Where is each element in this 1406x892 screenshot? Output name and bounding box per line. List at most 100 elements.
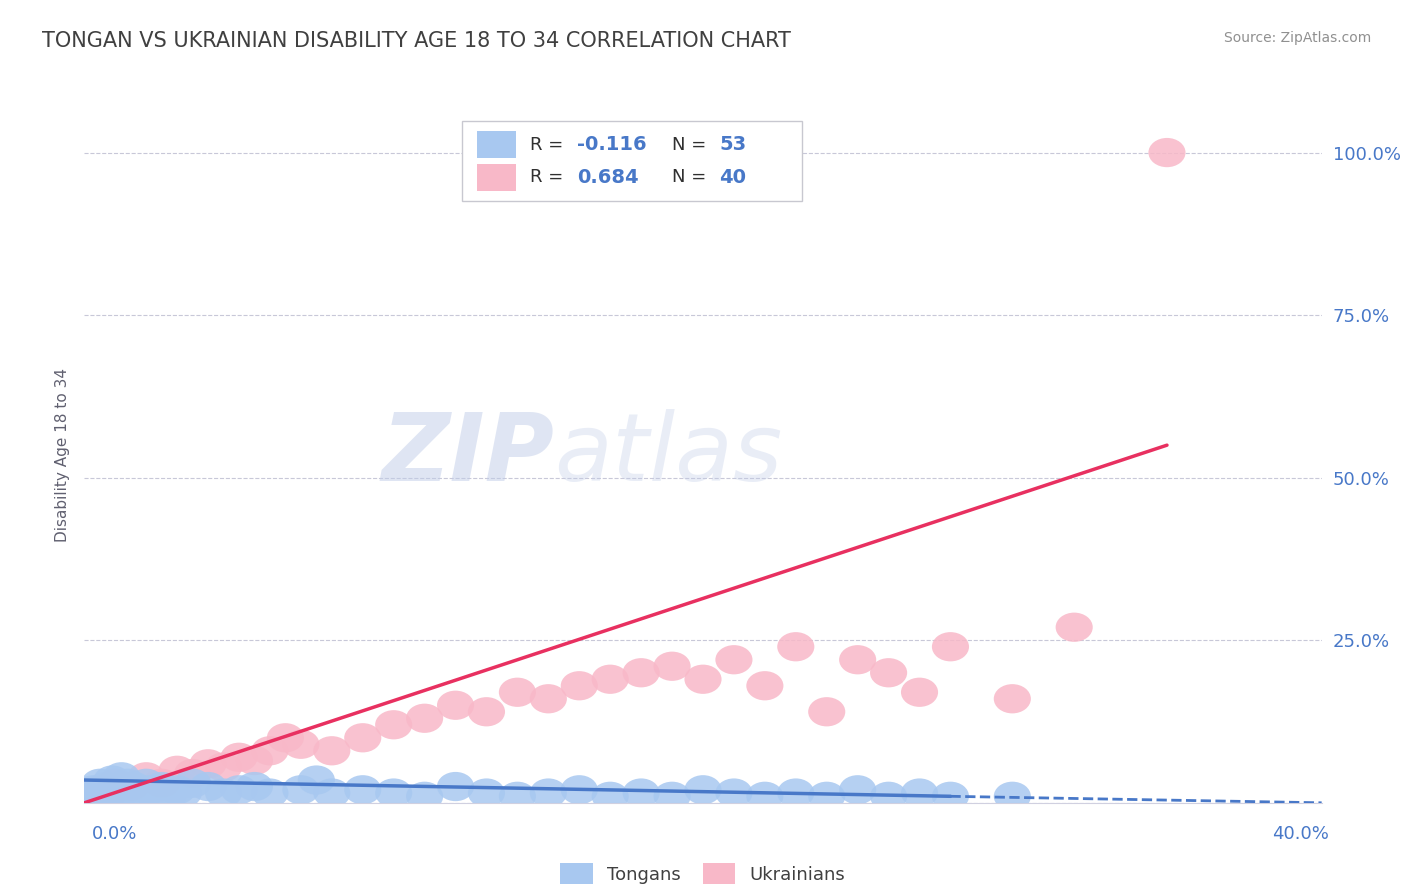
Ellipse shape: [592, 781, 628, 811]
Ellipse shape: [221, 775, 257, 805]
Ellipse shape: [75, 779, 112, 807]
Ellipse shape: [159, 775, 195, 805]
Ellipse shape: [747, 781, 783, 811]
FancyBboxPatch shape: [461, 121, 801, 201]
Ellipse shape: [82, 775, 118, 805]
Text: N =: N =: [672, 136, 711, 153]
Text: 40.0%: 40.0%: [1272, 825, 1329, 843]
Ellipse shape: [174, 769, 211, 798]
Y-axis label: Disability Age 18 to 34: Disability Age 18 to 34: [55, 368, 70, 542]
Ellipse shape: [499, 678, 536, 706]
Ellipse shape: [314, 779, 350, 807]
Ellipse shape: [716, 645, 752, 674]
Ellipse shape: [236, 772, 273, 801]
Text: TONGAN VS UKRAINIAN DISABILITY AGE 18 TO 34 CORRELATION CHART: TONGAN VS UKRAINIAN DISABILITY AGE 18 TO…: [42, 31, 792, 51]
Ellipse shape: [90, 779, 128, 807]
Ellipse shape: [131, 775, 167, 805]
Text: R =: R =: [530, 136, 569, 153]
Ellipse shape: [314, 736, 350, 765]
Ellipse shape: [252, 736, 288, 765]
Text: Source: ZipAtlas.com: Source: ZipAtlas.com: [1223, 31, 1371, 45]
Ellipse shape: [84, 779, 121, 807]
Ellipse shape: [932, 632, 969, 661]
Ellipse shape: [808, 698, 845, 726]
Ellipse shape: [100, 779, 136, 807]
FancyBboxPatch shape: [477, 164, 516, 191]
Ellipse shape: [468, 698, 505, 726]
Ellipse shape: [839, 645, 876, 674]
Ellipse shape: [437, 772, 474, 801]
Text: ZIP: ZIP: [381, 409, 554, 501]
Ellipse shape: [437, 690, 474, 720]
Ellipse shape: [561, 671, 598, 700]
Ellipse shape: [283, 730, 319, 759]
Legend: Tongans, Ukrainians: Tongans, Ukrainians: [553, 856, 853, 891]
FancyBboxPatch shape: [477, 131, 516, 158]
Ellipse shape: [205, 753, 242, 781]
Ellipse shape: [159, 756, 195, 785]
Ellipse shape: [90, 781, 128, 811]
Ellipse shape: [901, 678, 938, 706]
Ellipse shape: [298, 765, 335, 795]
Ellipse shape: [112, 779, 149, 807]
Ellipse shape: [623, 779, 659, 807]
Ellipse shape: [870, 658, 907, 688]
Ellipse shape: [112, 772, 149, 801]
Ellipse shape: [716, 779, 752, 807]
Ellipse shape: [143, 769, 180, 798]
Text: 40: 40: [718, 168, 747, 186]
Ellipse shape: [499, 781, 536, 811]
Ellipse shape: [75, 775, 112, 805]
Ellipse shape: [128, 769, 165, 798]
Ellipse shape: [190, 749, 226, 779]
Ellipse shape: [143, 772, 180, 801]
Ellipse shape: [97, 769, 134, 798]
Ellipse shape: [165, 779, 202, 807]
Ellipse shape: [654, 652, 690, 681]
Ellipse shape: [994, 684, 1031, 714]
Ellipse shape: [654, 781, 690, 811]
Ellipse shape: [221, 743, 257, 772]
Ellipse shape: [283, 775, 319, 805]
Ellipse shape: [121, 781, 159, 811]
Text: N =: N =: [672, 169, 711, 186]
Ellipse shape: [530, 684, 567, 714]
Ellipse shape: [623, 658, 659, 688]
Ellipse shape: [267, 723, 304, 753]
Ellipse shape: [344, 723, 381, 753]
Ellipse shape: [190, 772, 226, 801]
Ellipse shape: [205, 779, 242, 807]
Ellipse shape: [808, 781, 845, 811]
Ellipse shape: [1056, 613, 1092, 642]
Ellipse shape: [110, 769, 146, 798]
Ellipse shape: [468, 779, 505, 807]
Text: 53: 53: [718, 135, 747, 154]
Ellipse shape: [128, 762, 165, 791]
Ellipse shape: [94, 765, 131, 795]
Ellipse shape: [1149, 138, 1185, 167]
Ellipse shape: [375, 710, 412, 739]
Ellipse shape: [87, 772, 125, 801]
Ellipse shape: [406, 704, 443, 733]
Ellipse shape: [778, 632, 814, 661]
Ellipse shape: [901, 779, 938, 807]
Ellipse shape: [344, 775, 381, 805]
Ellipse shape: [406, 781, 443, 811]
Ellipse shape: [685, 775, 721, 805]
Ellipse shape: [79, 781, 115, 811]
Ellipse shape: [103, 762, 141, 791]
Ellipse shape: [72, 779, 110, 807]
Ellipse shape: [136, 779, 174, 807]
Ellipse shape: [592, 665, 628, 694]
Ellipse shape: [375, 779, 412, 807]
Ellipse shape: [994, 781, 1031, 811]
Ellipse shape: [870, 781, 907, 811]
Ellipse shape: [685, 665, 721, 694]
Text: atlas: atlas: [554, 409, 783, 500]
Text: -0.116: -0.116: [576, 135, 647, 154]
Ellipse shape: [236, 746, 273, 775]
Ellipse shape: [932, 781, 969, 811]
Ellipse shape: [530, 779, 567, 807]
Text: R =: R =: [530, 169, 569, 186]
Text: 0.0%: 0.0%: [91, 825, 136, 843]
